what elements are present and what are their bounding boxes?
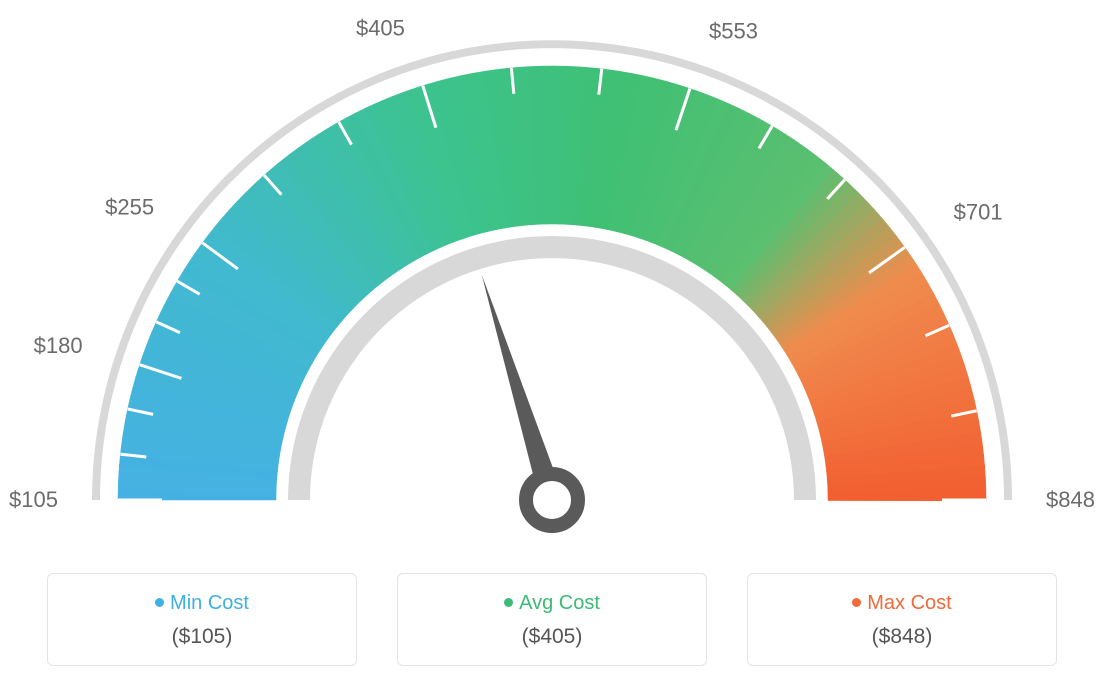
gauge-area: $105 $180 $255 $405 $553 $701 $848 [0,0,1104,560]
svg-text:$405: $405 [356,15,405,40]
svg-text:$180: $180 [34,333,83,358]
legend-label-text: Min Cost [170,592,249,614]
legend-row: Min Cost ($105) Avg Cost ($405) Max Cost… [0,573,1104,666]
cost-gauge-chart: $105 $180 $255 $405 $553 $701 $848 Min Cost ($… [0,0,1104,690]
dot-icon [852,598,861,607]
svg-text:$255: $255 [105,194,154,219]
legend-value-max: ($848) [748,625,1056,649]
svg-text:$848: $848 [1046,487,1095,512]
legend-label-min: Min Cost [48,592,356,615]
legend-label-avg: Avg Cost [398,592,706,615]
legend-label-text: Max Cost [867,592,951,614]
svg-text:$701: $701 [954,199,1003,224]
svg-text:$553: $553 [709,19,758,44]
dot-icon [155,598,164,607]
gauge-svg: $105 $180 $255 $405 $553 $701 $848 [0,0,1104,560]
legend-card-avg: Avg Cost ($405) [397,573,707,666]
legend-value-min: ($105) [48,625,356,649]
svg-text:$105: $105 [9,487,58,512]
legend-value-avg: ($405) [398,625,706,649]
dot-icon [504,598,513,607]
legend-card-min: Min Cost ($105) [47,573,357,666]
legend-card-max: Max Cost ($848) [747,573,1057,666]
legend-label-text: Avg Cost [519,592,600,614]
legend-label-max: Max Cost [748,592,1056,615]
